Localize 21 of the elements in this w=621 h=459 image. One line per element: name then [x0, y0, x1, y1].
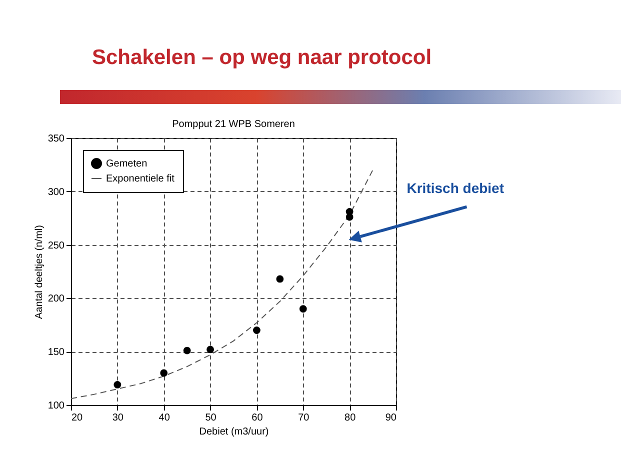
x-axis-title: Debiet (m3/uur) [199, 426, 269, 438]
x-tick-label: 50 [205, 412, 217, 424]
x-tick-label: 20 [72, 412, 84, 424]
y-tick-label: 150 [48, 347, 65, 358]
x-tick-label: 40 [158, 412, 170, 424]
x-tick-label: 60 [252, 412, 264, 424]
y-tick-label: 350 [48, 134, 65, 144]
chart-subtitle: Pompput 21 WPB Someren [172, 119, 295, 130]
y-tick-label: 250 [48, 240, 65, 252]
y-axis-title: Aantal deeltjes (n/ml) [34, 225, 45, 319]
x-tick-label: 80 [344, 412, 356, 424]
legend-label: Exponentiele fit [106, 174, 175, 184]
x-tick-label: 90 [385, 412, 397, 424]
x-tick-label: 70 [298, 412, 310, 424]
text: Kritisch debiet [406, 180, 504, 196]
y-tick-label: 200 [48, 294, 65, 305]
y-tick-label: 100 [48, 400, 65, 412]
legend-label: Gemeten [106, 158, 148, 170]
y-tick-label: 300 [48, 186, 65, 198]
chart-title: Schakelen – op weg naar protocol [92, 46, 432, 70]
x-tick-label: 30 [112, 412, 124, 424]
